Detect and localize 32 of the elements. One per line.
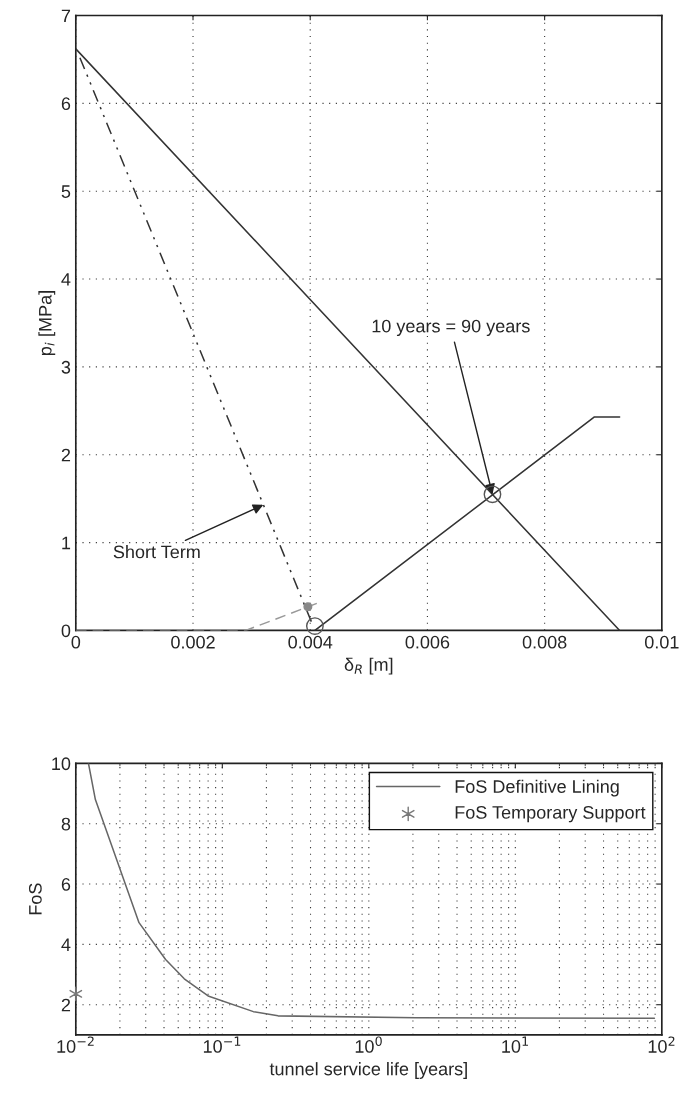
x-axis-title: δ$_{R}$ [m] — [344, 657, 393, 675]
x-tick-label: 10$^{−2}$ — [57, 1036, 94, 1053]
y-tick-label: 2 — [61, 998, 71, 1012]
y-tick-label: 0 — [61, 624, 71, 638]
y-tick-label: 8 — [61, 817, 71, 831]
y-tick-label: 2 — [61, 448, 71, 462]
x-axis-title: tunnel service life [years] — [269, 1062, 467, 1079]
y-tick-label: 10 — [52, 757, 71, 771]
x-tick-label: 0 — [71, 635, 81, 649]
y-tick-label: 6 — [61, 878, 71, 891]
x-tick-label: 0.008 — [522, 635, 567, 649]
legend-label: FoS Temporary Support — [455, 806, 646, 823]
x-tick-label: 10$^{2}$ — [648, 1036, 675, 1053]
x-tick-label: 0.004 — [288, 635, 333, 649]
y-tick-label: 5 — [61, 185, 71, 198]
x-tick-label: 10$^{0}$ — [355, 1036, 382, 1053]
annotation: 10 years = 90 years — [372, 319, 530, 337]
y-tick-label: 7 — [61, 9, 71, 23]
legend-label: FoS Definitive Lining — [455, 779, 619, 797]
y-tick-label: 4 — [61, 273, 71, 286]
y-axis-title: FoS — [28, 883, 42, 915]
x-tick-label: 10$^{−1}$ — [203, 1036, 241, 1053]
y-tick-label: 1 — [62, 536, 71, 550]
y-tick-label: 4 — [61, 938, 71, 951]
x-tick-label: 0.006 — [405, 635, 450, 649]
x-tick-label: 0.002 — [171, 635, 215, 649]
x-tick-label: 0.01 — [644, 635, 679, 649]
annotation: Short Term — [113, 545, 200, 559]
y-tick-label: 3 — [61, 360, 71, 374]
y-axis-title: p$_{i}$ [MPa] — [38, 291, 56, 356]
x-tick-label: 10$^{1}$ — [502, 1036, 529, 1053]
y-tick-label: 6 — [61, 97, 71, 111]
